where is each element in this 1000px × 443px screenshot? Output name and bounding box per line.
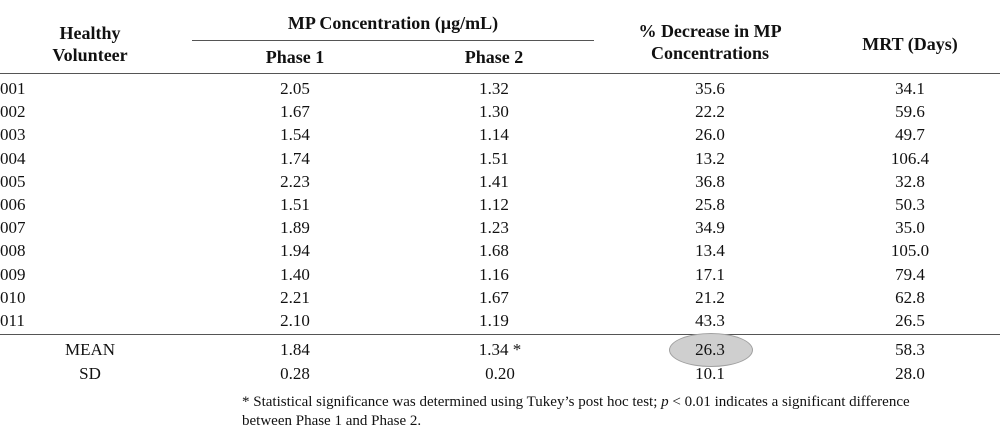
phase-1-value: 1.74 [280,149,310,168]
header-decrease-line1: % Decrease in MP [638,21,782,41]
header-mp-concentration: MP Concentration (µg/mL) [287,13,499,33]
mrt-value: 35.0 [895,218,925,237]
summary-decrease: 10.1 [695,364,725,383]
phase-2-value: 1.16 [479,265,509,284]
mrt-value: 79.4 [895,265,925,284]
decrease-value: 13.2 [695,149,725,168]
decrease-value: 22.2 [695,102,725,121]
summary-label: SD [79,364,101,383]
phase-2-value: 1.68 [479,241,509,260]
summary-mrt: 58.3 [895,340,925,359]
phase-1-value: 1.54 [280,125,310,144]
volunteer-id: 007 [0,218,26,237]
phase-1-value: 1.67 [280,102,310,121]
mrt-value: 49.7 [895,125,925,144]
header-group-underline [192,40,594,41]
decrease-value: 25.8 [695,195,725,214]
phase-1-value: 1.94 [280,241,310,260]
phase-1-value: 1.89 [280,218,310,237]
decrease-value: 36.8 [695,172,725,191]
volunteer-id: 009 [0,265,26,284]
mrt-value: 62.8 [895,288,925,307]
decrease-value: 34.9 [695,218,725,237]
header-healthy-line1: Healthy [59,23,121,43]
volunteer-id: 010 [0,288,26,307]
volunteer-id: 002 [0,102,26,121]
phase-1-value: 2.23 [280,172,310,191]
phase-2-value: 1.67 [479,288,509,307]
phase-2-value: 1.23 [479,218,509,237]
summary-phase-1: 0.28 [280,364,310,383]
footnote-text-after-p: < 0.01 indicates a significant differenc… [668,394,910,410]
footnote: * Statistical significance was determine… [242,393,1000,431]
header-phase-2: Phase 2 [464,47,524,67]
phase-1-value: 2.05 [280,79,310,98]
decrease-value: 26.0 [695,125,725,144]
header-phase-1: Phase 1 [265,47,325,67]
phase-2-value: 1.32 [479,79,509,98]
volunteer-id: 003 [0,125,26,144]
decrease-value: 35.6 [695,79,725,98]
header-mrt: MRT (Days) [862,34,958,54]
volunteer-id: 001 [0,79,26,98]
mrt-value: 59.6 [895,102,925,121]
phase-2-value: 1.14 [479,125,509,144]
summary-phase-1: 1.84 [280,340,310,359]
summary-top-rule [0,334,1000,335]
decrease-value: 43.3 [695,311,725,330]
phase-1-value: 1.51 [280,195,310,214]
phase-1-value: 1.40 [280,265,310,284]
phase-2-value: 1.19 [479,311,509,330]
phase-2-value: 1.51 [479,149,509,168]
summary-label: MEAN [64,340,116,359]
volunteer-id: 008 [0,241,26,260]
header-volunteer-line2: Volunteer [52,45,128,65]
summary-mrt: 28.0 [895,364,925,383]
summary-phase-2: 0.20 [485,364,515,383]
footnote-line-2: between Phase 1 and Phase 2. [242,413,422,429]
decrease-value: 17.1 [695,265,725,284]
mean-decrease-highlight [669,333,753,367]
volunteer-id: 011 [0,311,25,330]
decrease-value: 21.2 [695,288,725,307]
footnote-line-1: * Statistical significance was determine… [242,393,1000,412]
mrt-value: 106.4 [890,149,930,168]
phase-2-value: 1.12 [479,195,509,214]
volunteer-id: 004 [0,149,26,168]
header-percent-decrease: % Decrease in MP Concentrations [610,20,810,64]
phase-1-value: 2.10 [280,311,310,330]
footnote-p-symbol: p [661,394,669,410]
phase-2-value: 1.41 [479,172,509,191]
mrt-value: 34.1 [895,79,925,98]
decrease-value: 13.4 [695,241,725,260]
phase-1-value: 2.21 [280,288,310,307]
header-decrease-line2: Concentrations [651,43,769,63]
header-bottom-rule [0,73,1000,74]
volunteer-id: 005 [0,172,26,191]
volunteer-id: 006 [0,195,26,214]
mrt-value: 50.3 [895,195,925,214]
mrt-value: 105.0 [890,241,930,260]
footnote-text-before-p: * Statistical significance was determine… [242,394,662,410]
header-healthy-volunteer: Healthy Volunteer [20,22,160,66]
phase-2-value: 1.30 [479,102,509,121]
summary-phase-2: 1.34 * [478,340,522,359]
summary-decrease: 26.3 [695,340,725,359]
mrt-value: 26.5 [895,311,925,330]
mrt-value: 32.8 [895,172,925,191]
